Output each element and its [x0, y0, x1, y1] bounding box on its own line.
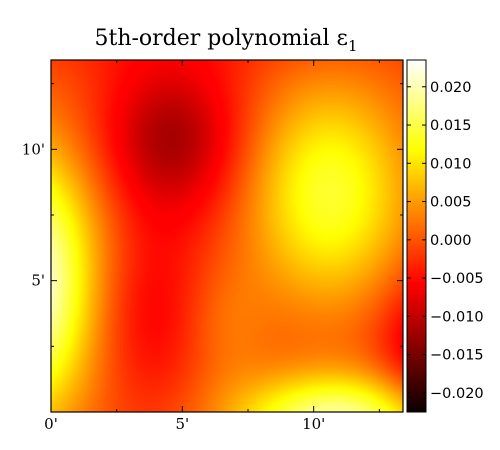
plot-frame — [50, 59, 404, 413]
colorbar-tick-label: 0.010 — [430, 156, 472, 172]
y-tick-label: 5' — [31, 272, 45, 290]
x-tick-label: 5' — [176, 415, 190, 433]
colorbar-ticks: 0.020 0.015 0.010 0.005 0.000 −0.005 −0.010 −0.… — [407, 80, 484, 402]
heatmap-image-container — [51, 60, 403, 412]
colorbar-tick-label: −0.020 — [430, 386, 484, 402]
chart-title: 5th-order polynomial ε1 — [94, 26, 357, 55]
colorbar-tick-label: 0.005 — [430, 195, 472, 211]
y-tick-label: 10' — [22, 140, 45, 158]
colorbar-tick-label: −0.015 — [430, 348, 484, 364]
colorbar-tick-label: 0.015 — [430, 118, 472, 134]
x-tick-label: 10' — [302, 415, 325, 433]
chart-title-subscript: 1 — [348, 37, 358, 55]
colorbar-tick-label: 0.000 — [430, 233, 472, 249]
heatmap-image — [51, 60, 403, 412]
x-axis: 0' 5' 10' — [44, 60, 380, 433]
colorbar-gradient — [406, 59, 427, 413]
colorbar-tick-label: 0.020 — [430, 80, 472, 96]
chart-title-main: 5th-order polynomial ε — [94, 26, 347, 51]
x-tick-label: 0' — [44, 415, 58, 433]
y-axis: 5' 10' — [22, 83, 403, 347]
colorbar-tick-label: −0.010 — [430, 309, 484, 325]
colorbar-tick-label: −0.005 — [430, 271, 484, 287]
colorbar: 0.020 0.015 0.010 0.005 0.000 −0.005 −0.010 −0.… — [406, 59, 484, 413]
heatmap-plot: 0' 5' 10' 5' 10' — [22, 59, 404, 433]
